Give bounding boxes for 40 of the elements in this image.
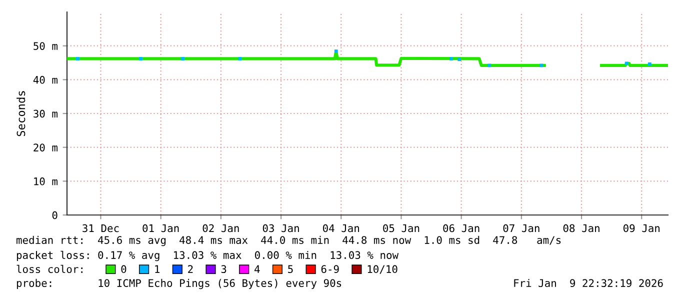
x-tick-label: 09 Jan <box>623 224 660 232</box>
point <box>458 58 462 62</box>
point <box>450 56 454 60</box>
x-tick-label: 06 Jan <box>443 224 480 232</box>
point <box>238 56 242 60</box>
legend-label: 2 <box>188 265 193 273</box>
text: probe: 10 ICMP Echo Pings (56 Bytes) every 90s <box>16 278 342 290</box>
x-tick-label: 07 Jan <box>503 224 540 232</box>
point <box>181 56 185 60</box>
y-axis-title: Seconds <box>16 91 26 136</box>
legend-label: 10/10 <box>368 265 398 274</box>
x-tick-label: 31 Dec <box>82 224 119 232</box>
y-tick-label: 10 m <box>34 177 58 186</box>
legend-label: 5 <box>288 265 293 274</box>
text: median rtt: 45.6 ms avg 48.4 ms max 44.0 ms min 44.8 ms now 1.0 ms sd 47.8 am/s <box>16 236 561 246</box>
text: packet loss: 0.17 % avg 13.03 % max 0.00 % min 13.03 % now <box>16 250 399 262</box>
x-tick-label: 02 Jan <box>202 224 239 232</box>
legend-label: 3 <box>221 265 226 274</box>
point <box>624 62 628 66</box>
y-tick-label: 40 m <box>33 76 58 84</box>
text: Fri Jan 9 22:32:19 2026 <box>514 278 663 288</box>
legend-label: 0 <box>121 265 126 274</box>
x-tick-label: 05 Jan <box>383 224 420 232</box>
point <box>76 56 80 60</box>
point <box>334 50 338 53</box>
point <box>139 56 142 60</box>
x-tick-label: 03 Jan <box>262 224 299 232</box>
legend-label: 1 <box>155 265 160 273</box>
point <box>488 64 492 68</box>
x-tick-label: 01 Jan <box>142 224 179 232</box>
y-tick-label: 30 m <box>34 110 58 118</box>
x-tick-label: 04 Jan <box>322 224 360 232</box>
legend-label: 4 <box>254 265 260 273</box>
y-tick-label: 20 m <box>34 144 58 152</box>
legend-title: loss color: <box>16 264 82 274</box>
y-tick-label: 50 m <box>34 42 58 50</box>
legend-label: 6-9 <box>321 265 339 274</box>
y-tick-label: 0 <box>52 211 58 220</box>
x-tick-label: 08 Jan <box>563 224 600 232</box>
point <box>648 62 652 66</box>
